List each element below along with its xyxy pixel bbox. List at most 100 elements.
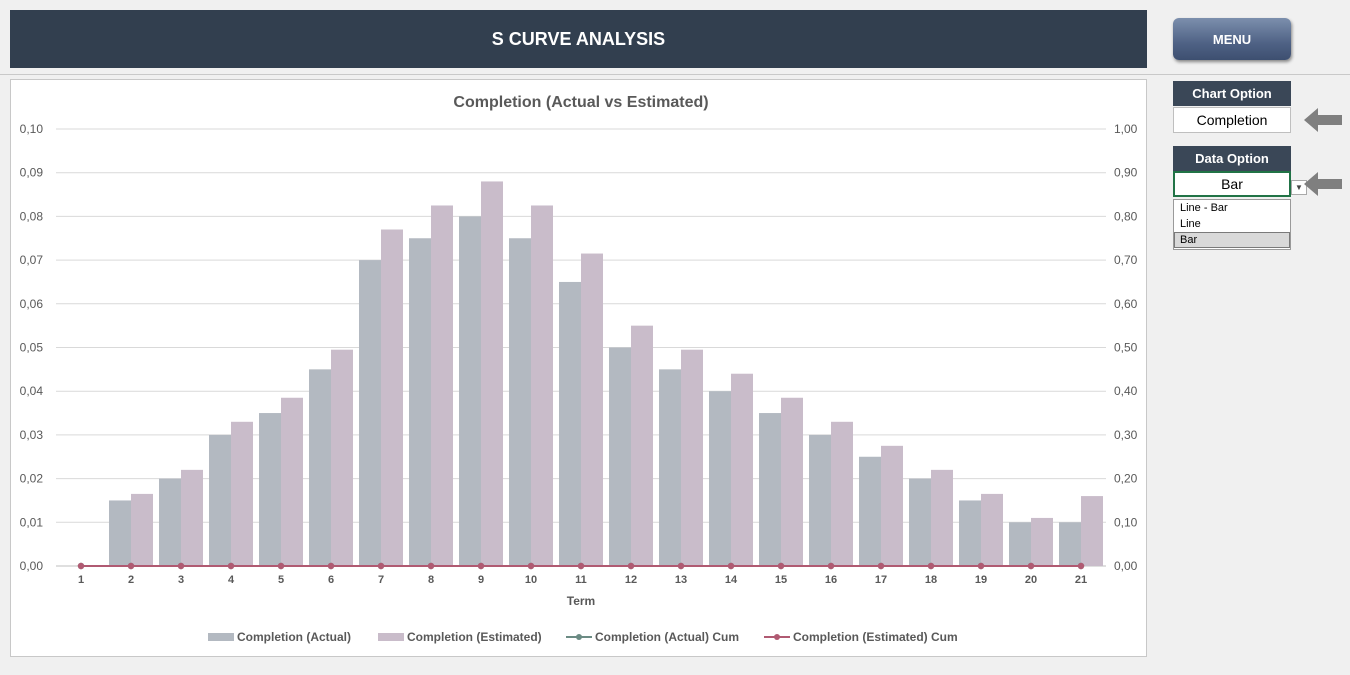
x-tick-label: 4 xyxy=(228,574,235,586)
y2-tick-label: 0,30 xyxy=(1114,428,1138,442)
point-estimated-cum xyxy=(477,562,485,570)
x-tick-label: 21 xyxy=(1075,574,1087,586)
bar-estimated xyxy=(331,349,353,566)
dropdown-option-line-bar[interactable]: Line - Bar xyxy=(1180,202,1228,214)
legend-swatch xyxy=(208,633,234,641)
bar-estimated xyxy=(831,421,853,566)
y2-tick-label: 0,90 xyxy=(1114,166,1138,180)
x-tick-label: 14 xyxy=(725,574,738,586)
y-tick-label: 0,01 xyxy=(20,515,44,529)
y-tick-label: 0,09 xyxy=(20,166,44,180)
y-tick-label: 0,07 xyxy=(20,253,44,267)
bar-estimated xyxy=(531,205,553,566)
x-tick-label: 19 xyxy=(975,574,987,586)
x-tick-label: 2 xyxy=(128,574,134,586)
bar-estimated xyxy=(1081,496,1103,566)
bar-estimated xyxy=(631,325,653,566)
bar-actual xyxy=(109,500,131,566)
point-estimated-cum xyxy=(677,562,685,570)
point-estimated-cum xyxy=(227,562,235,570)
legend-swatch xyxy=(378,633,404,641)
chart-option-value[interactable]: Completion xyxy=(1173,107,1291,133)
x-tick-label: 11 xyxy=(575,574,587,586)
chart-panel: Completion (Actual vs Estimated) 0,00 0,01… xyxy=(10,79,1147,657)
left-arrow-icon xyxy=(1304,172,1342,196)
bar-actual xyxy=(709,391,731,566)
legend-marker xyxy=(576,634,582,640)
bar-estimated xyxy=(131,493,153,566)
divider xyxy=(0,74,1350,75)
bar-actual xyxy=(509,238,531,566)
bar-actual xyxy=(809,434,831,566)
data-option-dropdown-list: Line - Bar Line Bar xyxy=(1173,199,1291,250)
y-tick-label: 0,05 xyxy=(20,341,44,355)
bar-estimated xyxy=(681,349,703,566)
bar-estimated xyxy=(181,469,203,566)
y2-tick-label: 0,80 xyxy=(1114,209,1138,223)
dropdown-option-line[interactable]: Line xyxy=(1180,218,1201,230)
y-tick-label: 0,04 xyxy=(20,384,44,398)
point-estimated-cum xyxy=(277,562,285,570)
x-tick-label: 17 xyxy=(875,574,887,586)
bar-actual xyxy=(409,238,431,566)
point-estimated-cum xyxy=(177,562,185,570)
bar-estimated xyxy=(231,421,253,566)
bar-estimated xyxy=(431,205,453,566)
point-estimated-cum xyxy=(577,562,585,570)
y-tick-label: 0,06 xyxy=(20,297,44,311)
y-tick-label: 0,03 xyxy=(20,428,44,442)
bar-estimated xyxy=(731,373,753,566)
point-estimated-cum xyxy=(827,562,835,570)
x-tick-label: 8 xyxy=(428,574,434,586)
x-tick-label: 18 xyxy=(925,574,937,586)
point-estimated-cum xyxy=(777,562,785,570)
bar-estimated xyxy=(781,397,803,566)
bar-actual xyxy=(309,369,331,566)
bar-estimated xyxy=(1031,517,1053,566)
point-estimated-cum xyxy=(377,562,385,570)
data-option-value[interactable]: Bar xyxy=(1173,171,1291,197)
y2-tick-label: 0,50 xyxy=(1114,341,1138,355)
point-estimated-cum xyxy=(977,562,985,570)
y2-tick-label: 1,00 xyxy=(1114,122,1138,136)
legend-label: Completion (Estimated) xyxy=(407,630,542,644)
y2-tick-label: 0,60 xyxy=(1114,297,1138,311)
x-tick-label: 20 xyxy=(1025,574,1037,586)
point-estimated-cum xyxy=(727,562,735,570)
y-tick-label: 0,00 xyxy=(20,559,44,573)
legend-label: Completion (Actual) xyxy=(237,630,351,644)
x-tick-label: 15 xyxy=(775,574,787,586)
point-estimated-cum xyxy=(877,562,885,570)
bar-actual xyxy=(609,347,631,566)
bar-estimated xyxy=(931,469,953,566)
x-tick-label: 7 xyxy=(378,574,384,586)
legend-marker xyxy=(774,634,780,640)
bar-actual xyxy=(259,413,281,566)
y2-tick-label: 0,70 xyxy=(1114,253,1138,267)
x-tick-label: 6 xyxy=(328,574,334,586)
x-axis-label: Term xyxy=(567,594,595,608)
bar-actual xyxy=(659,369,681,566)
legend-label: Completion (Actual) Cum xyxy=(595,630,739,644)
bar-actual xyxy=(959,500,981,566)
bar-actual xyxy=(859,456,881,566)
completion-chart: Completion (Actual vs Estimated) 0,00 0,01… xyxy=(20,94,1138,644)
point-estimated-cum xyxy=(1077,562,1085,570)
y-tick-label: 0,10 xyxy=(20,122,44,136)
point-estimated-cum xyxy=(327,562,335,570)
point-estimated-cum xyxy=(127,562,135,570)
x-tick-label: 10 xyxy=(525,574,537,586)
bar-estimated xyxy=(281,397,303,566)
dropdown-option-bar[interactable]: Bar xyxy=(1174,232,1290,248)
point-estimated-cum xyxy=(427,562,435,570)
x-tick-label: 9 xyxy=(478,574,484,586)
bar-estimated xyxy=(381,229,403,566)
bar-actual xyxy=(909,478,931,566)
x-tick-label: 5 xyxy=(278,574,284,586)
dropdown-arrow-icon[interactable]: ▼ xyxy=(1291,180,1307,195)
menu-button[interactable]: MENU xyxy=(1173,18,1291,60)
point-estimated-cum xyxy=(1027,562,1035,570)
bar-estimated xyxy=(881,445,903,566)
y2-tick-label: 0,20 xyxy=(1114,472,1138,486)
bar-actual xyxy=(759,413,781,566)
